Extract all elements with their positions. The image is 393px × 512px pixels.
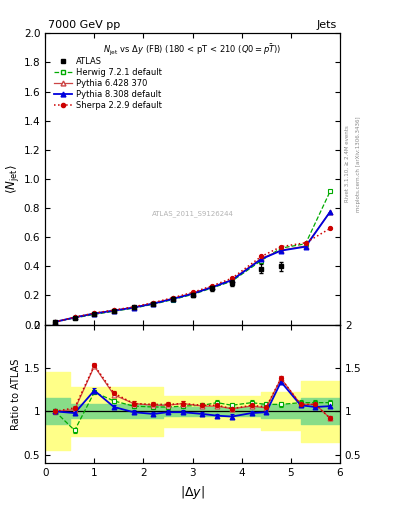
Text: Rivet 3.1.10, ≥ 2.4M events: Rivet 3.1.10, ≥ 2.4M events <box>344 125 349 202</box>
Text: ATLAS_2011_S9126244: ATLAS_2011_S9126244 <box>152 210 233 217</box>
Y-axis label: $\langle N_\mathrm{jet}\rangle$: $\langle N_\mathrm{jet}\rangle$ <box>4 164 21 194</box>
Y-axis label: Ratio to ATLAS: Ratio to ATLAS <box>11 358 21 430</box>
Text: mcplots.cern.ch [arXiv:1306.3436]: mcplots.cern.ch [arXiv:1306.3436] <box>356 116 361 211</box>
Text: 7000 GeV pp: 7000 GeV pp <box>48 20 120 30</box>
Text: Jets: Jets <box>317 20 337 30</box>
X-axis label: $|\Delta y|$: $|\Delta y|$ <box>180 484 205 501</box>
Text: $N_\mathrm{jet}$ vs $\Delta y$ (FB) (180 < pT < 210 ($Q0=\bar{pT}$)): $N_\mathrm{jet}$ vs $\Delta y$ (FB) (180… <box>103 42 282 57</box>
Legend: ATLAS, Herwig 7.2.1 default, Pythia 6.428 370, Pythia 8.308 default, Sherpa 2.2.: ATLAS, Herwig 7.2.1 default, Pythia 6.42… <box>52 55 163 112</box>
